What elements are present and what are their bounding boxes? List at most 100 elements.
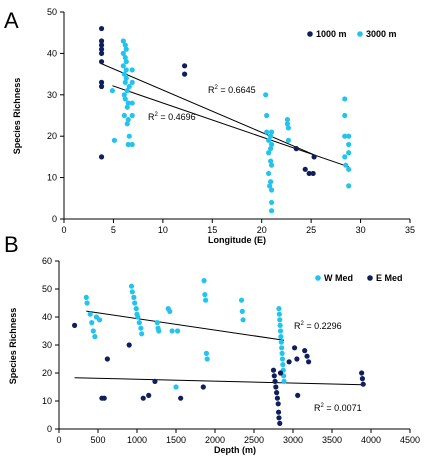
panel-b-series-1-point bbox=[277, 328, 284, 334]
panel-a-series-2-point bbox=[285, 125, 292, 131]
panel-a-y-axis-label: Species Richness bbox=[12, 78, 22, 155]
panel-b-x-tick-label: 500 bbox=[90, 435, 105, 445]
panel-a-x-tick-label: 20 bbox=[257, 225, 267, 235]
panel-a-series-2-point bbox=[124, 104, 130, 110]
panel-b-series-1-point bbox=[139, 331, 145, 337]
panel-a-legend-label-1: 1000 m bbox=[316, 29, 347, 39]
panel-a-series-1-point bbox=[306, 170, 312, 177]
panel-a-series-2-point bbox=[342, 112, 348, 119]
panel-b-series-2-point bbox=[360, 381, 366, 387]
panel-b-series-1-point bbox=[136, 320, 142, 326]
panel-a-series-1-point bbox=[310, 170, 316, 177]
panel-a-series-1-point bbox=[311, 154, 317, 160]
panel-b-y-tick-label: 50 bbox=[42, 284, 52, 294]
panel-b-series-2-point bbox=[276, 415, 282, 421]
panel-b-series-1-point bbox=[279, 345, 285, 351]
panel-b-series-1-point bbox=[279, 356, 286, 362]
panel-a-series-2-point bbox=[266, 150, 272, 156]
panel-a-series-2-point bbox=[122, 96, 128, 102]
panel-b-label: B bbox=[4, 232, 19, 257]
panel-b-y-tick-label: 20 bbox=[42, 368, 52, 378]
panel-a-y-tick-label: 50 bbox=[47, 7, 57, 17]
panel-b-series-1-point bbox=[87, 311, 93, 317]
panel-b-series-2-point bbox=[178, 395, 184, 401]
panel-b-y-tick-label: 60 bbox=[42, 256, 52, 266]
panel-b-series-1-point bbox=[204, 356, 210, 362]
panel-a-series-2-point bbox=[264, 129, 270, 135]
panel-b-x-tick-label: 1500 bbox=[166, 435, 186, 445]
panel-b-series-1-point bbox=[128, 283, 135, 289]
panel-b-y-tick-label: 10 bbox=[42, 396, 52, 406]
panel-b-series-2-point bbox=[359, 376, 366, 382]
panel-a-series-2-point bbox=[269, 199, 275, 206]
panel-a-series-2-point bbox=[125, 100, 131, 106]
panel-b-series-1-point bbox=[131, 294, 137, 300]
panel-a-series-2-point bbox=[269, 129, 275, 135]
panel-a-series-2-point bbox=[269, 208, 275, 214]
panel-a-y-tick-label: 10 bbox=[47, 173, 57, 183]
panel-a-series-2-point bbox=[267, 183, 273, 189]
panel-b-series-2-point bbox=[104, 356, 110, 362]
panel-a-legend: 1000 m 3000 m bbox=[307, 29, 397, 39]
panel-b-series-1-point bbox=[277, 317, 283, 323]
panel-b-series-2-point bbox=[200, 384, 206, 390]
panel-a-series-2-point bbox=[120, 63, 126, 69]
panel-b-series-2-point bbox=[294, 356, 300, 362]
panel-b-y-tick-label: 40 bbox=[42, 312, 52, 322]
panel-a-series-2-point bbox=[264, 112, 270, 119]
panel-b-series-2-point bbox=[304, 353, 310, 359]
panel-a-series-2-point bbox=[126, 133, 132, 139]
panel-b-series-1-point bbox=[240, 317, 246, 323]
panel-b-series-2-point bbox=[272, 378, 278, 384]
panel-a-series-1-point bbox=[293, 146, 299, 152]
panel-a-series-2-point bbox=[263, 92, 269, 98]
panel-b-series-1-point bbox=[90, 328, 96, 334]
panel-b-series-2-point bbox=[140, 395, 146, 401]
panel-b-series-1-point bbox=[96, 317, 103, 323]
panel-a-series-2-point bbox=[121, 92, 127, 98]
panel-b-series-1-point bbox=[129, 289, 135, 295]
panel-a-x-tick-label: 35 bbox=[405, 225, 415, 235]
panel-a-series-2-point bbox=[125, 117, 131, 123]
panel-a-series-2-point bbox=[269, 141, 275, 148]
panel-b-series-2-point bbox=[152, 378, 158, 384]
panel-b-series-1-point bbox=[202, 292, 208, 298]
panel-b-x-tick-label: 2000 bbox=[205, 435, 225, 445]
panel-a-series-2-point bbox=[346, 141, 352, 148]
panel-a-series-2-point bbox=[268, 146, 274, 152]
panel-b-series-2-point bbox=[277, 420, 283, 426]
panel-a-series-2-point bbox=[122, 79, 128, 85]
panel-b-series-2-point bbox=[271, 373, 277, 379]
panel-a-series-2-point bbox=[269, 187, 275, 193]
panel-b-series-1-point bbox=[203, 350, 210, 356]
panel-b-series-1-point bbox=[278, 339, 284, 345]
panel-a-series-2-point bbox=[284, 121, 291, 127]
panel-a-series-2-point bbox=[123, 67, 129, 73]
panel-b-series-1-point bbox=[83, 294, 89, 300]
panel-a-series-1-point bbox=[98, 154, 105, 160]
panel-b-legend-label-2: E Med bbox=[376, 273, 403, 283]
panel-b-series-2-point bbox=[270, 367, 277, 373]
panel-a-series-2-point bbox=[268, 179, 274, 185]
panel-a-series-2-point bbox=[121, 71, 127, 77]
panel-a-x-axis-label: Longitude (E) bbox=[208, 235, 266, 245]
panel-a-series-2-point bbox=[285, 137, 292, 143]
panel-a-chart: A Species Richness Longitude (E) 0 10 20 30… bbox=[4, 7, 415, 245]
panel-b-series-1-point bbox=[203, 297, 209, 303]
panel-b-series-2-point bbox=[286, 359, 292, 365]
panel-a-series-2-point bbox=[266, 137, 272, 143]
panel-b-y-axis-label: Species Richness bbox=[8, 308, 18, 385]
panel-b-series-1-point bbox=[173, 384, 179, 390]
panel-b-series-2-point bbox=[101, 395, 107, 401]
panel-b-series-1-point bbox=[238, 297, 245, 303]
panel-a-series-1-point bbox=[302, 166, 308, 172]
panel-a-series-1-point bbox=[98, 59, 105, 65]
panel-a-series-1-point bbox=[98, 25, 105, 32]
panel-b-series-1-point bbox=[201, 278, 207, 284]
panel-b-series-1-point bbox=[280, 362, 286, 368]
panel-a-x-tick-label: 25 bbox=[306, 225, 316, 235]
panel-a-series-2-point bbox=[346, 150, 352, 156]
panel-a-series-2-point bbox=[342, 133, 348, 139]
panel-a-y-tick-label: 20 bbox=[47, 131, 57, 141]
